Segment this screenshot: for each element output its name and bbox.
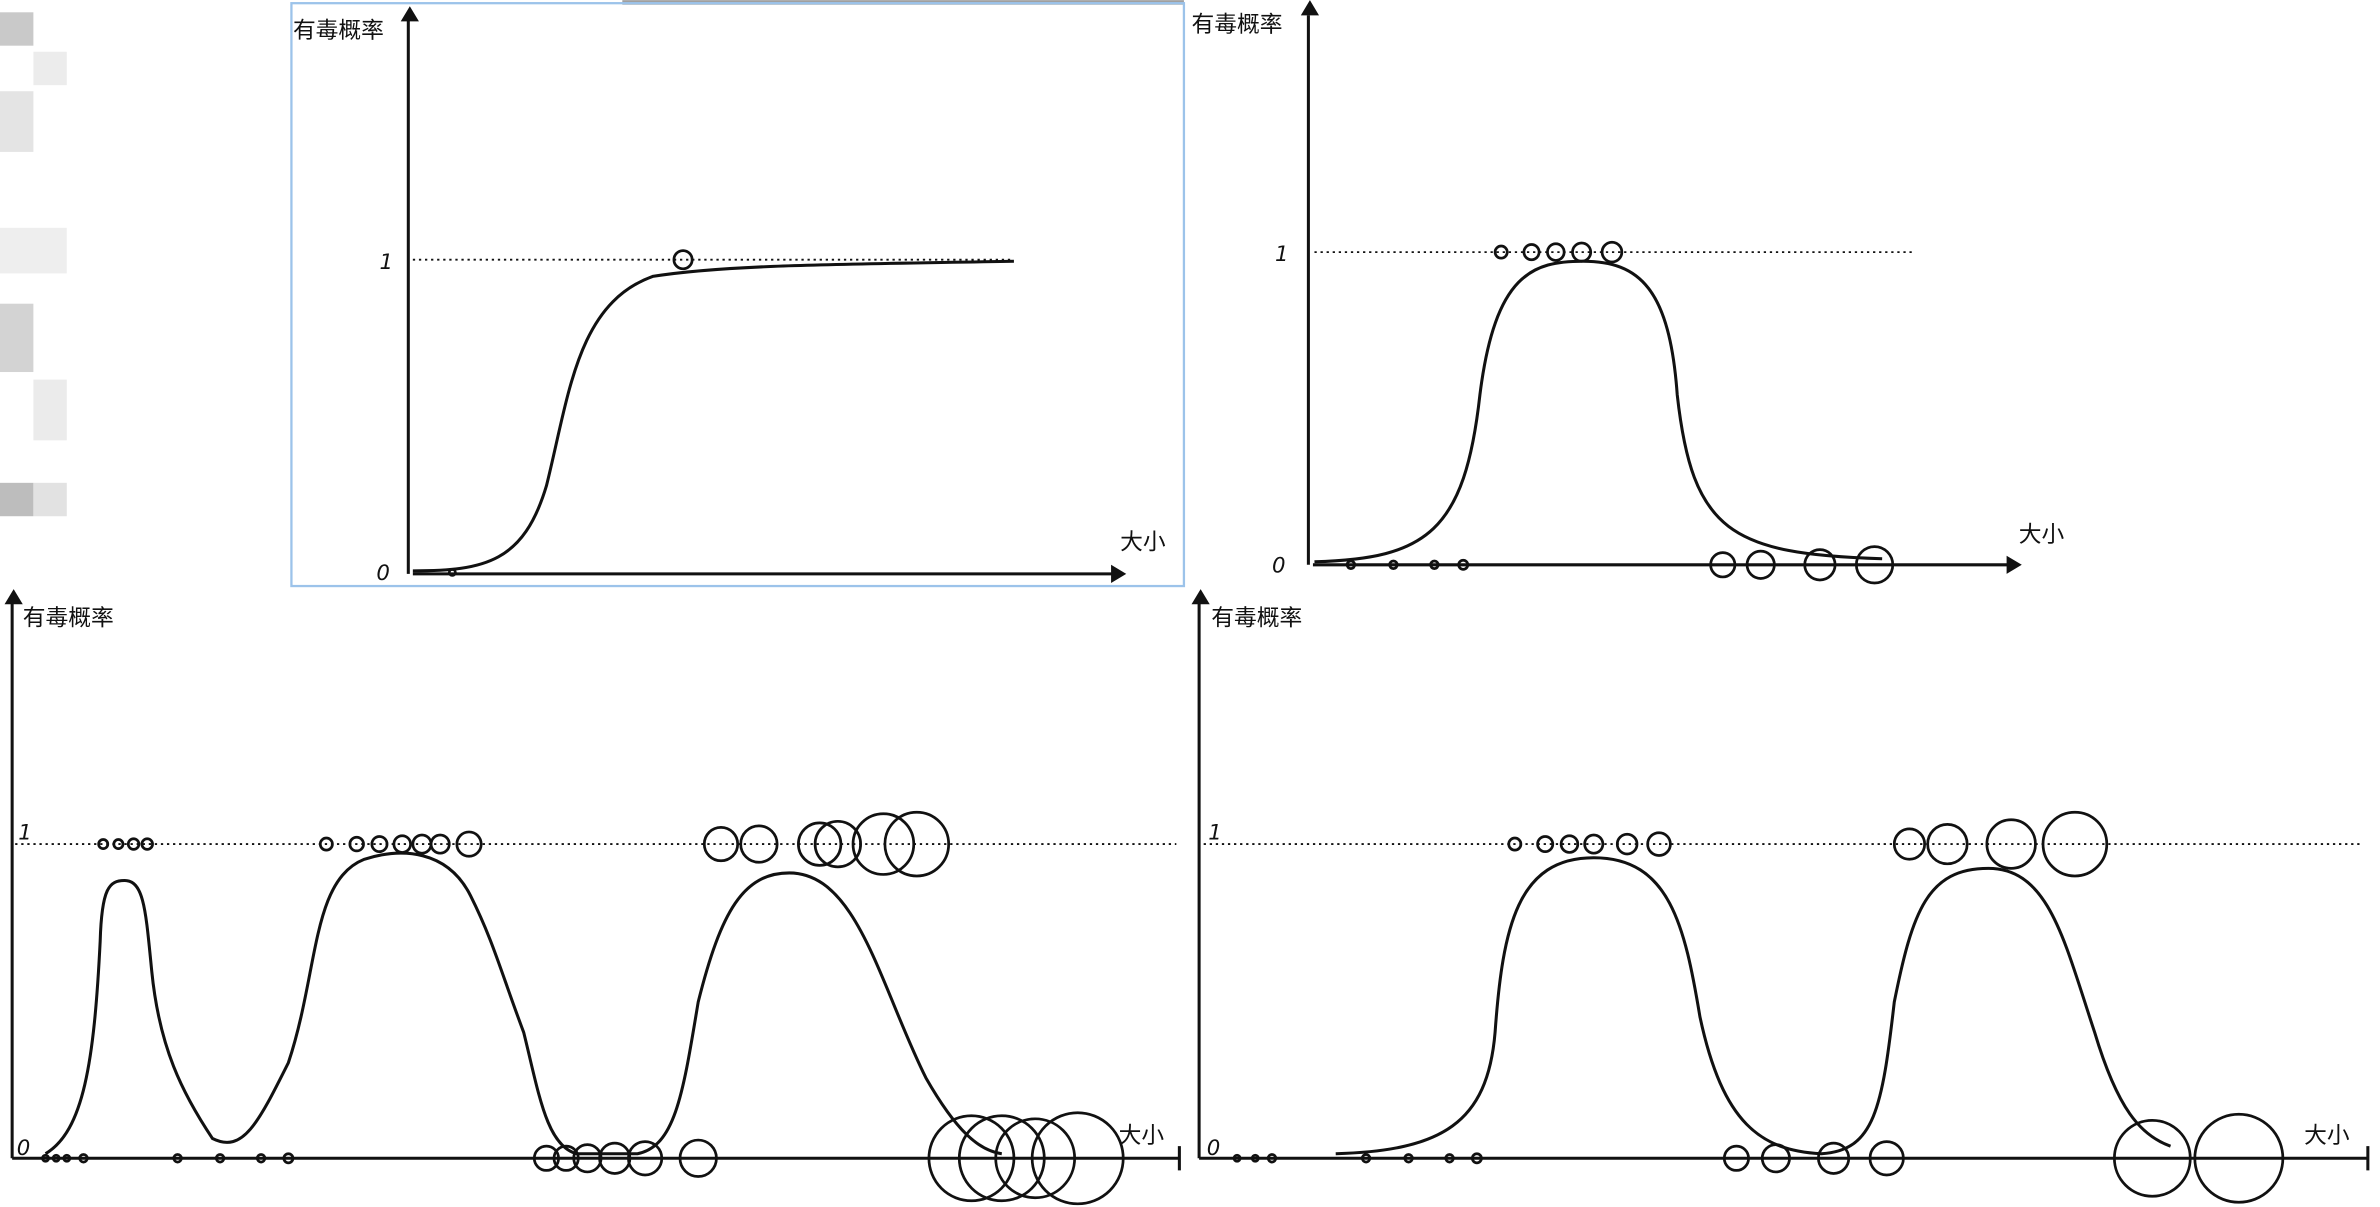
y-label: 有毒概率 — [293, 18, 384, 44]
y-label: 有毒概率 — [23, 606, 114, 632]
arrows — [400, 6, 1127, 584]
panel-border — [290, 2, 1186, 588]
tick-zero: 0 — [17, 1136, 31, 1161]
arrows — [4, 589, 23, 605]
curve — [1335, 856, 2172, 1156]
tick-one: 1 — [379, 250, 393, 275]
curve — [1314, 259, 1883, 564]
axes — [10, 601, 1181, 1171]
x-label: 大小 — [2304, 1123, 2350, 1149]
curve — [412, 259, 1014, 573]
blurred-strip — [0, 12, 67, 517]
panel: 有毒概率 1 0 大小 — [1191, 589, 2370, 1204]
y-label: 有毒概率 — [1192, 12, 1283, 38]
tick-one: 1 — [18, 821, 32, 846]
axes — [1306, 15, 2012, 567]
axes — [406, 18, 1116, 576]
tick-zero: 0 — [1207, 1136, 1221, 1161]
tick-one: 1 — [1275, 242, 1289, 267]
x-label: 大小 — [1119, 1123, 1165, 1149]
circles — [1232, 810, 2285, 1204]
y-label: 有毒概率 — [1211, 606, 1302, 632]
axes — [1197, 601, 2370, 1171]
x-label: 大小 — [2019, 522, 2065, 548]
circles — [447, 249, 694, 577]
tick-zero: 0 — [376, 561, 390, 586]
panel: 有毒概率 1 0 大小 — [290, 2, 1186, 588]
tick-one: 1 — [1208, 821, 1222, 846]
circles — [1345, 240, 1895, 585]
arrows — [1191, 589, 1210, 605]
panel: 有毒概率 1 0 大小 — [1192, 0, 2065, 585]
curve — [44, 851, 1003, 1156]
x-label: 大小 — [1120, 530, 1166, 556]
panel: 有毒概率 1 0 大小 — [4, 589, 1181, 1206]
arrows — [1300, 0, 2022, 574]
circles — [41, 810, 1125, 1206]
tick-zero: 0 — [1272, 553, 1286, 578]
